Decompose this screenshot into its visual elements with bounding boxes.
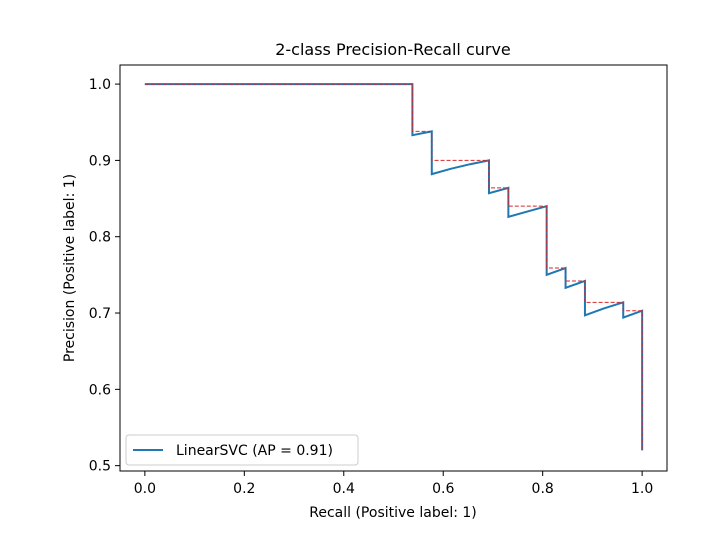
legend-label: LinearSVC (AP = 0.91) — [176, 443, 333, 459]
y-tick-label: 0.5 — [89, 459, 111, 475]
y-axis-label: Precision (Positive label: 1) — [62, 174, 78, 362]
x-tick-label: 1.0 — [631, 481, 653, 497]
x-tick-label: 0.8 — [532, 481, 554, 497]
x-tick-label: 0.4 — [333, 481, 355, 497]
y-tick-label: 0.8 — [89, 230, 111, 246]
y-tick-label: 1.0 — [89, 77, 111, 93]
chart-title: 2-class Precision-Recall curve — [275, 40, 511, 59]
plot-area — [119, 64, 668, 472]
y-axis-ticks: 0.5 0.6 0.7 0.8 0.9 1.0 — [89, 77, 120, 475]
x-tick-label: 0.2 — [233, 481, 255, 497]
y-tick-label: 0.6 — [89, 382, 111, 398]
legend-box — [125, 434, 359, 466]
interpolated-precision-line — [144, 83, 643, 451]
x-tick-label: 0.0 — [134, 481, 156, 497]
axes-frame — [119, 64, 668, 472]
y-tick-label: 0.7 — [89, 306, 111, 322]
x-tick-label: 0.6 — [432, 481, 454, 497]
x-axis-label: Recall (Positive label: 1) — [309, 505, 477, 521]
x-axis-ticks: 0.0 0.2 0.4 0.6 0.8 1.0 — [134, 471, 653, 497]
y-tick-label: 0.9 — [89, 153, 111, 169]
legend: LinearSVC (AP = 0.91) — [125, 434, 359, 466]
